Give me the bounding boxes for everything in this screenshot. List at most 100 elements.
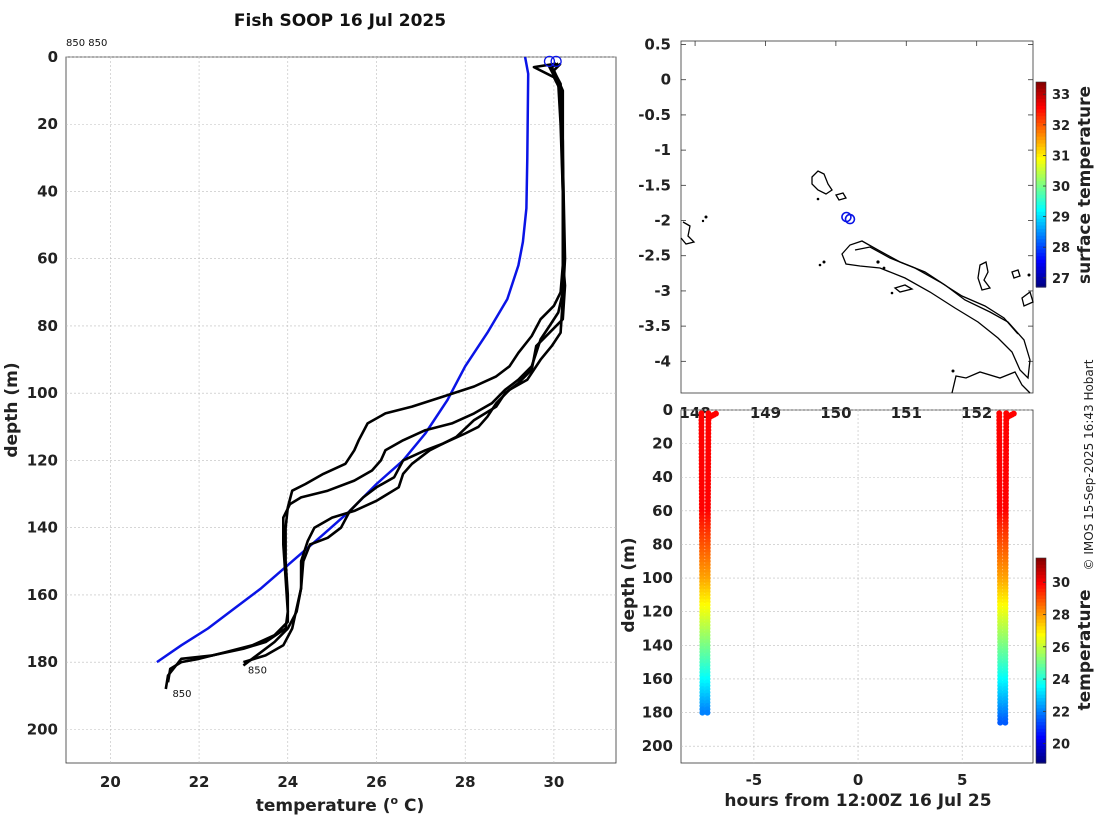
colorbar-swatch — [1036, 735, 1046, 740]
colorbar-swatch — [1036, 609, 1046, 614]
coastline-small-island — [835, 192, 847, 201]
colorbar-swatch — [1036, 283, 1046, 288]
colorbar-swatch — [1036, 184, 1046, 189]
colorbar-swatch — [1036, 715, 1046, 720]
colorbar-swatch — [1036, 266, 1046, 271]
coastline-new-ireland-inner — [854, 246, 1019, 335]
islet-dot — [816, 197, 820, 201]
profile-y-tick-label: 160 — [27, 586, 58, 604]
section-colorbar: 20 22 24 26 28 30 — [1035, 557, 1070, 764]
colorbar-swatch — [1036, 109, 1046, 114]
colorbar-swatch — [1036, 198, 1046, 203]
colorbar-swatch — [1036, 160, 1046, 165]
coastline-islet-top — [1011, 269, 1021, 279]
coastline-far-east — [1021, 290, 1034, 307]
section-y-tick-label: 140 — [642, 636, 673, 654]
colorbar-swatch — [1036, 698, 1046, 703]
colorbar-swatch — [1036, 599, 1046, 604]
colorbar-tick-label: 28 — [1052, 241, 1070, 256]
section-y-tick-label: 120 — [642, 603, 673, 621]
colorbar-swatch — [1036, 102, 1046, 107]
colorbar-swatch — [1036, 681, 1046, 686]
section-plot-frame — [680, 409, 1034, 764]
colorbar-swatch — [1036, 187, 1046, 192]
profile-y-tick-label: 0 — [48, 48, 58, 66]
section-y-tick-label: 20 — [652, 435, 673, 453]
colorbar-swatch — [1036, 629, 1046, 634]
section-y-tick-label: 160 — [642, 670, 673, 688]
profile-x-axis-label: temperature (o C) — [256, 794, 425, 816]
colorbar-swatch — [1036, 177, 1046, 182]
section-panel: 0 20 40 60 80 100 120 140 160 180 200 -5 0 5 20 22 24 26… — [619, 401, 1095, 811]
coastline-islet-mid — [893, 284, 914, 293]
colorbar-swatch — [1036, 146, 1046, 151]
map-y-tick-label: -2 — [654, 212, 671, 230]
colorbar-swatch — [1036, 619, 1046, 624]
map-plot-frame — [680, 40, 1034, 394]
map-colorbar-label: surface temperature — [1075, 86, 1095, 284]
map-x-tick-label: 152 — [961, 404, 992, 422]
colorbar-swatch — [1036, 725, 1046, 730]
section-y-tick-label: 40 — [652, 468, 673, 486]
profile-series — [156, 56, 567, 690]
map-x-tick-label: 149 — [750, 404, 781, 422]
colorbar-swatch — [1036, 674, 1046, 679]
colorbar-swatch — [1036, 259, 1046, 264]
colorbar-swatch — [1036, 235, 1046, 240]
colorbar-swatch — [1036, 643, 1046, 648]
profile-line-profile-b — [166, 62, 565, 683]
colorbar-swatch — [1036, 558, 1046, 563]
colorbar-swatch — [1036, 157, 1046, 162]
colorbar-swatch — [1036, 123, 1046, 128]
section-y-tick-label: 0 — [663, 401, 673, 419]
colorbar-swatch — [1036, 616, 1046, 621]
colorbar-tick-label: 30 — [1052, 576, 1070, 591]
cast-sample-point — [699, 709, 706, 716]
coastline-west-islet — [680, 221, 696, 245]
colorbar-tick-label: 20 — [1052, 738, 1070, 753]
map-dots — [701, 197, 1031, 373]
colorbar-tick-label: 29 — [1052, 211, 1070, 226]
profile-end-label: 850 — [172, 689, 191, 700]
surface-position-marker — [543, 55, 556, 68]
section-x-axis-label: hours from 12:00Z 16 Jul 25 — [724, 791, 991, 811]
map-x-tick-label: 150 — [820, 404, 851, 422]
colorbar-swatch — [1036, 749, 1046, 754]
profile-y-tick-label: 180 — [27, 653, 58, 671]
colorbar-swatch — [1036, 711, 1046, 716]
cast-surface-point — [712, 410, 719, 417]
islet-dot — [882, 266, 886, 270]
section-colorbar-label: temperature — [1075, 589, 1095, 710]
colorbar-swatch — [1036, 205, 1046, 210]
colorbar-swatch — [1036, 739, 1046, 744]
profile-x-tick-label: 26 — [366, 773, 387, 791]
colorbar-swatch — [1036, 252, 1046, 257]
colorbar-swatch — [1036, 571, 1046, 576]
coastline-new-hanover — [811, 170, 833, 195]
colorbar-swatch — [1036, 82, 1046, 87]
profile-id-label: 850 850 — [66, 38, 107, 49]
profile-y-tick-label: 80 — [37, 317, 58, 335]
colorbar-swatch — [1036, 174, 1046, 179]
colorbar-swatch — [1036, 232, 1046, 237]
map-y-tick-label: -1 — [654, 141, 671, 159]
colorbar-swatch — [1036, 640, 1046, 645]
credit-line: © IMOS 15-Sep-2025 16:43 Hobart — [1082, 359, 1096, 570]
colorbar-swatch — [1036, 99, 1046, 104]
colorbar-swatch — [1036, 167, 1046, 172]
colorbar-swatch — [1036, 269, 1046, 274]
colorbar-tick-label: 31 — [1052, 149, 1070, 164]
colorbar-swatch — [1036, 585, 1046, 590]
colorbar-swatch — [1036, 92, 1046, 97]
colorbar-swatch — [1036, 595, 1046, 600]
islet-dot — [876, 260, 880, 264]
colorbar-tick-label: 22 — [1052, 705, 1070, 720]
colorbar-swatch — [1036, 742, 1046, 747]
colorbar-swatch — [1036, 626, 1046, 631]
map-y-tick-label: 0.5 — [644, 36, 671, 54]
colorbar-swatch — [1036, 564, 1046, 569]
colorbar-swatch — [1036, 670, 1046, 675]
colorbar-swatch — [1036, 745, 1046, 750]
